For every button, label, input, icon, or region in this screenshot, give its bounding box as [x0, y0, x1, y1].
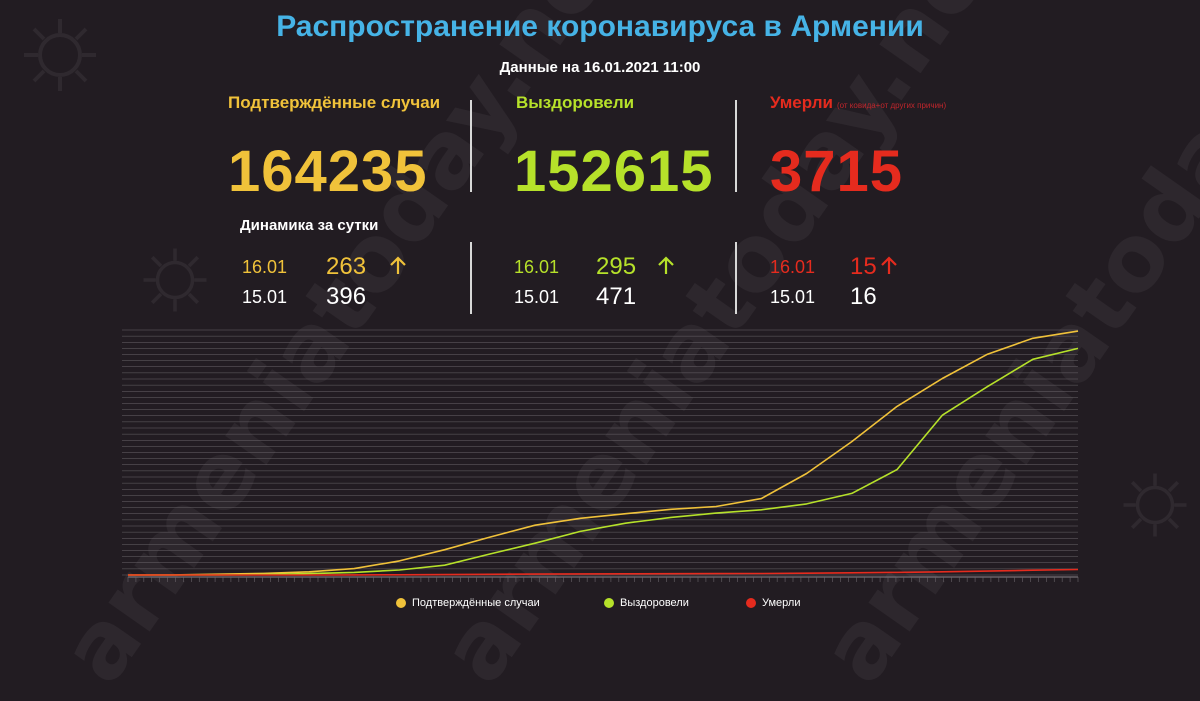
arrow-up-icon [658, 256, 674, 274]
recovered-today-date: 16.01 [514, 257, 560, 277]
series-line-confirmed [127, 330, 1079, 576]
legend-item-deaths: Умерли [746, 597, 800, 609]
legend-dot [746, 598, 756, 608]
series-line-recovered [128, 347, 1079, 576]
deaths-label: Умерли (от ковида+от других причин) [770, 93, 946, 113]
recovered-label: Выздоровели [516, 93, 635, 112]
column-divider [735, 242, 737, 314]
series-line-deaths [128, 568, 1079, 576]
virus-icon [24, 19, 96, 91]
recovered-yesterday-date: 15.01 [514, 287, 560, 307]
confirmed-total: 164235 [228, 139, 428, 204]
arrow-up-icon [881, 256, 897, 274]
recovered-today-value: 295 [596, 253, 637, 280]
confirmed-today-value: 263 [326, 253, 367, 280]
page-title: Распространение коронавируса в Армении [276, 10, 924, 43]
legend-label: Умерли [762, 597, 801, 609]
confirmed-today-date: 16.01 [242, 257, 288, 277]
deaths-today-date: 16.01 [770, 257, 816, 277]
column-divider [735, 100, 737, 192]
dynamics-title: Динамика за сутки [240, 217, 379, 234]
legend-item-confirmed: Подтверждённые случаи [396, 597, 540, 609]
recovered-total: 152615 [514, 139, 714, 204]
legend-label: Подтверждённые случаи [412, 597, 540, 609]
legend-dot [396, 598, 406, 608]
confirmed-yesterday-date: 15.01 [242, 287, 288, 307]
legend-dot [604, 598, 614, 608]
virus-icon [1123, 473, 1187, 537]
confirmed-yesterday-value: 396 [326, 283, 367, 310]
deaths-total: 3715 [770, 139, 904, 204]
column-divider [470, 100, 472, 192]
legend-item-recovered: Выздоровели [604, 597, 689, 609]
deaths-yesterday-value: 16 [850, 283, 877, 310]
virus-icon [143, 248, 207, 312]
deaths-label-text: Умерли [770, 93, 833, 112]
column-divider [470, 242, 472, 314]
deaths-label-note: (от ковида+от других причин) [836, 101, 947, 110]
cumulative-cases-chart [122, 329, 1079, 582]
deaths-today-value: 15 [850, 253, 877, 280]
confirmed-label: Подтверждённые случаи [228, 93, 441, 112]
data-timestamp: Данные на 16.01.2021 11:00 [499, 59, 701, 76]
arrow-up-icon [390, 256, 406, 274]
legend-label: Выздоровели [620, 597, 689, 609]
deaths-yesterday-date: 15.01 [770, 287, 816, 307]
recovered-yesterday-value: 471 [596, 283, 637, 310]
